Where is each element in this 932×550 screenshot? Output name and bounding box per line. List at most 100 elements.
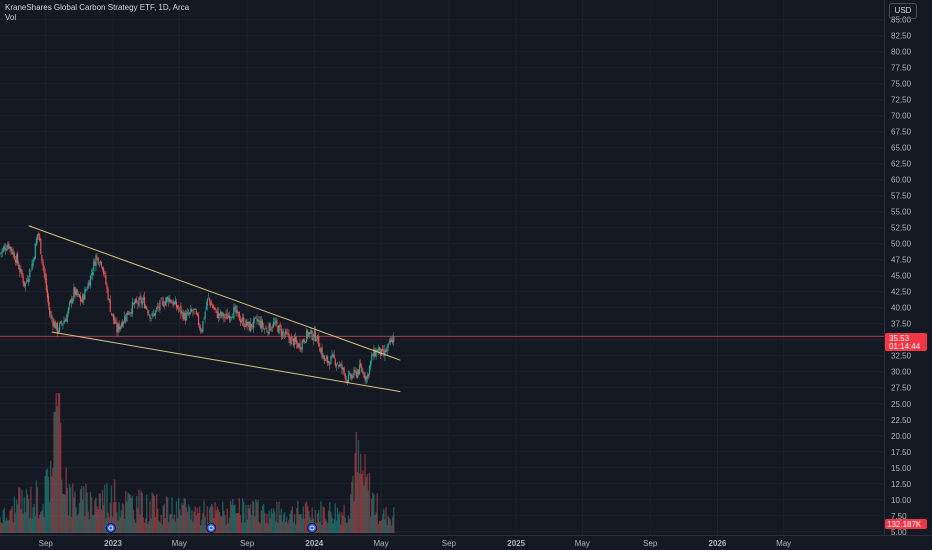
- volume-bar: [107, 512, 109, 533]
- volume-bar: [330, 511, 332, 533]
- volume-bar: [300, 513, 302, 533]
- volume-bar: [382, 513, 384, 533]
- candle-body: [340, 364, 342, 366]
- last-volume-label-bg: [885, 519, 927, 529]
- volume-bar: [96, 506, 98, 533]
- candle-body: [294, 337, 297, 342]
- candle-body: [75, 289, 77, 295]
- candle-body: [353, 369, 355, 376]
- candle-body: [54, 321, 56, 329]
- time-axis[interactable]: Sep 2023 May Sep 2024 May Sep 2025 May Sep 2026 May: [39, 539, 792, 548]
- candle-body: [367, 374, 369, 376]
- candle-body: [180, 305, 182, 315]
- candle-body: [178, 308, 180, 310]
- candle-body: [216, 310, 218, 319]
- candle-body: [93, 261, 95, 272]
- volume-bar: [25, 488, 28, 533]
- volume-bar: [37, 518, 40, 533]
- candle-body: [361, 366, 363, 372]
- candle-body: [96, 256, 98, 258]
- dividend-markers[interactable]: [105, 523, 318, 533]
- volume-bar: [222, 501, 224, 533]
- candle-body: [78, 294, 81, 298]
- candle-body: [104, 273, 106, 274]
- volume-bar: [389, 519, 392, 533]
- volume-bar: [200, 525, 202, 533]
- volume-bar: [319, 522, 321, 533]
- volume-bar: [361, 474, 363, 533]
- candle-body: [128, 314, 130, 315]
- candle-body: [269, 323, 271, 331]
- candle-body: [136, 299, 138, 302]
- volume-bar: [241, 498, 244, 533]
- candle-body: [192, 311, 194, 313]
- trendlines[interactable]: [28, 225, 401, 393]
- candle-body: [169, 298, 171, 302]
- grid-lines: [0, 0, 884, 535]
- candle-body: [246, 322, 248, 326]
- volume-bar: [379, 520, 382, 533]
- volume-bar: [192, 521, 194, 533]
- candle-body: [99, 260, 101, 263]
- volume-bar: [74, 491, 76, 533]
- candle-body: [303, 340, 306, 342]
- candle-body: [23, 281, 25, 286]
- volume-bar: [97, 509, 99, 533]
- volume-bar: [101, 489, 104, 533]
- candle-body: [167, 297, 169, 300]
- volume-bar: [202, 512, 204, 533]
- volume-bar: [7, 520, 9, 533]
- x-tick-label: 2026: [709, 539, 727, 548]
- dividend-marker-icon: [307, 523, 318, 533]
- volume-bar: [186, 511, 189, 533]
- candle-body: [127, 310, 129, 315]
- candle-body: [271, 327, 274, 329]
- volume-bar: [258, 521, 260, 533]
- candle-body: [236, 309, 238, 314]
- volume-bar: [208, 508, 211, 533]
- candle-body: [170, 300, 172, 303]
- chart-legend[interactable]: KraneShares Global Carbon Strategy ETF, …: [5, 3, 189, 23]
- volume-bar: [43, 517, 45, 533]
- candle-body: [349, 372, 351, 374]
- volume-bar: [304, 503, 307, 533]
- volume-bar: [259, 523, 261, 533]
- candle-body: [301, 340, 303, 350]
- currency-button[interactable]: USD: [889, 3, 917, 19]
- candle-body: [44, 273, 46, 280]
- candle-body: [383, 350, 385, 355]
- volume-bar: [47, 476, 50, 533]
- volume-bar: [39, 514, 41, 533]
- y-tick-label: 45.00: [891, 272, 912, 281]
- volume-bar: [235, 513, 237, 533]
- volume-bar: [331, 517, 333, 533]
- volume-bar: [127, 492, 129, 533]
- symbol-title[interactable]: KraneShares Global Carbon Strategy ETF, …: [5, 3, 190, 12]
- candle-body: [86, 289, 88, 290]
- volume-bar: [15, 499, 18, 533]
- volume-bar: [264, 512, 266, 533]
- candle-body: [72, 297, 74, 304]
- y-tick-label: 72.50: [891, 96, 912, 105]
- x-tick-label: May: [172, 539, 187, 548]
- volume-bar: [46, 468, 49, 533]
- candle-body: [190, 308, 192, 313]
- x-tick-label: 2025: [507, 539, 525, 548]
- volume-bar: [173, 514, 175, 533]
- volume-bar: [353, 501, 355, 533]
- candle-body: [144, 305, 147, 309]
- volume-bar: [327, 510, 330, 533]
- volume-bar: [16, 504, 19, 533]
- candle-body: [343, 368, 345, 373]
- volume-bar: [64, 494, 66, 533]
- volume-bar: [376, 493, 378, 533]
- volume-bar: [365, 477, 367, 533]
- candle-body: [28, 278, 30, 283]
- volume-bar: [366, 474, 368, 533]
- volume-bar: [13, 496, 16, 533]
- volume-bar: [180, 515, 182, 533]
- volume-indicator-label[interactable]: Vol: [5, 13, 17, 22]
- candle-body: [285, 330, 287, 335]
